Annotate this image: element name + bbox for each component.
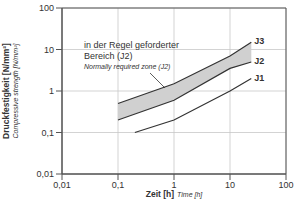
- svg-text:Bereich (J2): Bereich (J2): [84, 51, 133, 61]
- svg-text:100: 100: [278, 180, 292, 190]
- svg-text:1: 1: [171, 180, 176, 190]
- svg-text:J1: J1: [254, 73, 264, 83]
- svg-text:Normally required zone (J2): Normally required zone (J2): [84, 63, 170, 71]
- svg-text:J3: J3: [254, 36, 264, 46]
- svg-text:in der Regel geforderter: in der Regel geforderter: [84, 40, 179, 50]
- svg-text:10: 10: [44, 45, 54, 55]
- svg-text:10: 10: [225, 180, 235, 190]
- svg-text:Druckfestigkeit [N/mm²]: Druckfestigkeit [N/mm²]: [8, 43, 11, 139]
- svg-text:0,01: 0,01: [36, 169, 54, 179]
- svg-text:0,01: 0,01: [53, 180, 71, 190]
- svg-text:0,1: 0,1: [41, 128, 54, 138]
- svg-text:J2: J2: [254, 56, 264, 66]
- svg-text:Compressive strength [N/mm²]: Compressive strength [N/mm²]: [12, 42, 20, 138]
- svg-text:100: 100: [39, 3, 54, 13]
- svg-text:Zeit [h]Time [h]: Zeit [h]Time [h]: [146, 189, 204, 199]
- svg-text:1: 1: [49, 86, 54, 96]
- svg-text:0,1: 0,1: [112, 180, 125, 190]
